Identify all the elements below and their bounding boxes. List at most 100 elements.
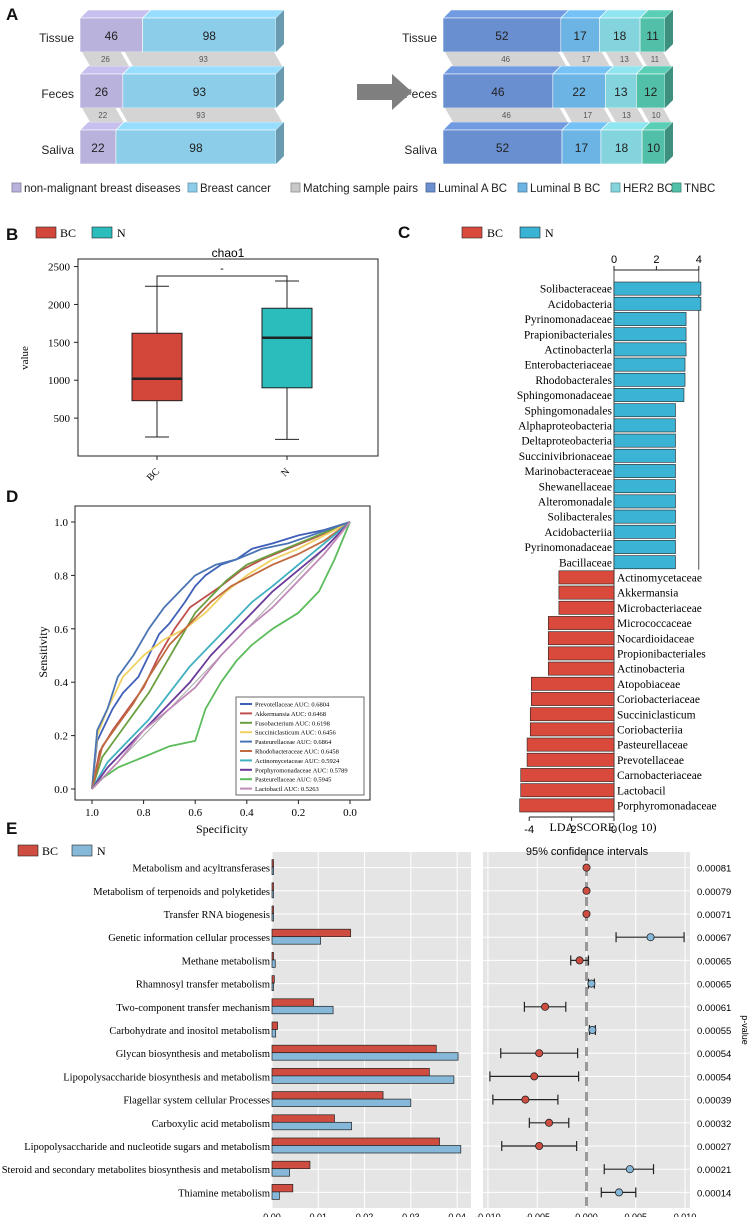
c-category-label: Alteromonadale — [538, 497, 612, 509]
c-category-label: Shewanellaceae — [539, 481, 612, 493]
e-legend-label: N — [97, 844, 106, 858]
e-pvalue-label: p-value — [740, 1015, 750, 1045]
c-bar-bc — [520, 768, 615, 782]
d-legend-label: Akkermansia AUC: 0.6468 — [255, 711, 326, 718]
e-category-label: Flagellar system cellular Processes — [123, 1096, 270, 1107]
d-xtick-label: 0.2 — [292, 807, 306, 819]
c-bar-n — [613, 555, 676, 570]
panel-label-e: E — [6, 819, 17, 838]
c-bar-n — [613, 494, 676, 509]
e-bar-n — [271, 889, 274, 899]
d-ylabel: Sensitivity — [36, 626, 50, 677]
a-right-bar-value: 46 — [491, 85, 505, 99]
a-right-bar — [442, 73, 554, 109]
c-bar-bc — [529, 707, 615, 722]
c-xlabel: LDA SCORE (log 10) — [549, 820, 656, 834]
c-category-label: Micrococcaceae — [617, 618, 692, 630]
a-right-bar-value: 17 — [573, 29, 587, 43]
c-category-label: Acidobacteriia — [544, 527, 612, 539]
a-right-bar — [599, 17, 641, 53]
panel-label-c: C — [398, 223, 410, 242]
a-left-bar-side — [276, 66, 284, 108]
e-ci-point — [535, 1142, 544, 1151]
d-ytick-label: 0.8 — [54, 570, 68, 582]
a-right-bar-value: 12 — [644, 85, 658, 99]
c-bar-n — [613, 388, 685, 402]
a-right-link-value: 17 — [582, 55, 591, 64]
c-category-label: Coriobacteriaceae — [617, 694, 700, 706]
a-right-link — [562, 52, 610, 66]
a-left-bar-top — [79, 65, 132, 75]
e-bar-bc — [271, 952, 274, 961]
e-pvalue: 0.00021 — [697, 1165, 731, 1176]
c-top-tick-label: 0 — [611, 254, 617, 266]
c-bar-bc — [519, 798, 615, 813]
d-legend-label: Prevotellaceae AUC: 0.6804 — [255, 702, 330, 709]
e-bar-bc — [271, 1160, 311, 1170]
e-ci-tick-label: -0.010 — [475, 1212, 501, 1217]
a-legend-label: Matching sample pairs — [303, 183, 418, 195]
a-left-bar-top — [122, 65, 285, 75]
c-category-label: Nocardioidaceae — [617, 633, 694, 645]
e-category-label: Two-component transfer mechanism — [116, 1003, 270, 1014]
a-right-link — [638, 52, 671, 66]
e-bar-n — [271, 982, 274, 991]
c-category-label: Prapionibacteriales — [524, 329, 613, 341]
d-xtick-label: 1.0 — [85, 807, 99, 819]
a-legend-label: Breast cancer — [200, 183, 271, 195]
c-bar-bc — [529, 722, 615, 737]
e-bar-n — [271, 1075, 455, 1084]
d-roc-line — [91, 521, 351, 790]
c-bar-n — [613, 448, 676, 463]
b-legend-label: BC — [60, 226, 76, 240]
e-bar-n — [271, 1029, 277, 1038]
e-category-label: Methane metabolism — [182, 956, 270, 967]
a-right-bar-side — [665, 66, 673, 108]
c-category-label: Enterobacteriaceae — [525, 360, 612, 372]
e-bar-bc — [271, 928, 352, 938]
a-right-bar-top — [598, 9, 649, 19]
b-ylabel: value — [19, 346, 31, 370]
c-category-label: Succinivibrionaceae — [519, 451, 612, 463]
c-category-label: Propionibacteriales — [617, 649, 706, 661]
e-mean-tick-label: 0.03 — [402, 1212, 420, 1217]
a-right-bar — [605, 73, 637, 109]
e-category-label: Rhamnosyl transfer metabolism — [136, 980, 270, 991]
e-pvalue: 0.00054 — [697, 1072, 731, 1083]
e-pvalue: 0.00027 — [697, 1142, 731, 1153]
a-right-link — [607, 108, 646, 122]
a-left-bar — [115, 129, 277, 165]
c-category-label: Sphingomonadales — [524, 405, 612, 417]
e-pvalue: 0.00067 — [697, 933, 731, 944]
e-bar-n — [271, 1052, 459, 1061]
a-left-bar-value: 22 — [91, 141, 105, 155]
e-category-label: Lipopolysaccharide and nucleotide sugars… — [24, 1142, 270, 1153]
e-bar-n — [271, 1168, 290, 1177]
e-ci-tick-label: -0.005 — [524, 1212, 550, 1217]
a-left-bar-side — [276, 122, 284, 164]
c-category-label: Sphingomonadaceae — [517, 390, 612, 402]
panel-d: 1.0 0.8 0.6 0.4 0.2 0.0 0.0 0.2 0.4 0.6 0.8 1.0 Spec… — [36, 505, 371, 836]
a-left-link — [119, 108, 282, 122]
c-bar-n — [613, 312, 687, 326]
d-ytick-label: 1.0 — [54, 517, 68, 529]
a-legend-label: Luminal B BC — [530, 183, 600, 195]
d-legend-label: Pasteurellaceae AUC: 0.6864 — [255, 739, 332, 746]
e-bar-bc — [271, 1184, 294, 1193]
a-right-link-value: 46 — [502, 111, 511, 120]
a-right-link — [641, 108, 671, 122]
b-xtick-label: BC — [145, 466, 162, 483]
a-left-link-value: 93 — [199, 55, 208, 64]
e-ci-tick-label: 0.000 — [575, 1212, 598, 1217]
c-bar-bc — [547, 616, 615, 630]
a-arrow-icon — [357, 74, 412, 110]
a-right-link-value: 13 — [620, 55, 629, 64]
b-ytick-label: 2000 — [48, 299, 71, 311]
e-pvalue: 0.00065 — [697, 980, 731, 991]
b-ytick-label: 500 — [54, 413, 71, 425]
a-right-bar — [600, 129, 643, 165]
c-category-label: Marinobacteraceae — [525, 466, 612, 478]
a-right-link-value: 10 — [652, 111, 661, 120]
c-legend-label: N — [545, 226, 554, 240]
d-roc-line — [91, 521, 351, 790]
